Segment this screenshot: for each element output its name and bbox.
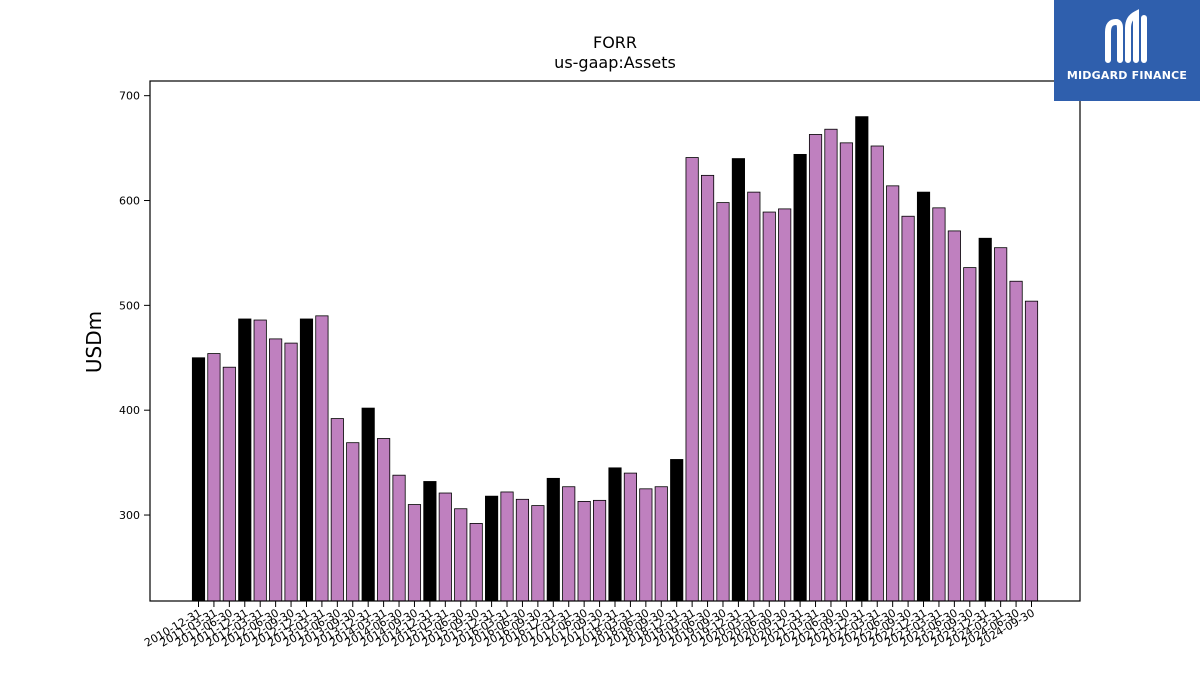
- bar-2011-12-31: [238, 318, 252, 602]
- bar-2015-09-30: [469, 523, 483, 602]
- bar-2023-03-31: [932, 207, 946, 602]
- bar-2021-03-31: [808, 134, 823, 602]
- bar-2023-06-30: [947, 230, 961, 602]
- bar-2014-09-30: [407, 504, 422, 602]
- chart-subtitle: us-gaap:Assets: [554, 53, 676, 72]
- bar-2016-06-30: [515, 498, 530, 602]
- bar-2019-06-30: [700, 174, 715, 602]
- chart-title: FORR: [593, 33, 637, 52]
- plot-frame: [149, 80, 1081, 602]
- bar-2011-03-31: [207, 353, 221, 602]
- bar-2020-06-30: [762, 211, 776, 602]
- bar-2014-03-31: [377, 438, 391, 602]
- bar-2018-12-31: [670, 459, 684, 602]
- bar-2023-09-30: [963, 267, 977, 602]
- bar-2011-06-30: [222, 366, 236, 602]
- bar-2021-12-31: [855, 116, 869, 602]
- bar-2019-09-30: [716, 202, 730, 602]
- bar-2014-06-30: [392, 474, 406, 602]
- bar-2013-09-30: [346, 442, 360, 602]
- bar-2012-06-30: [269, 338, 283, 602]
- bar-2024-09-30: [1024, 300, 1039, 602]
- bar-2020-09-30: [778, 208, 792, 602]
- bar-2012-12-31: [299, 318, 314, 602]
- bar-2013-12-31: [361, 407, 375, 602]
- bar-2020-03-31: [747, 191, 761, 602]
- logo-text: MIDGARD FINANCE: [1066, 69, 1188, 82]
- midgard-logo-icon: [1105, 9, 1147, 63]
- bar-2022-06-30: [886, 185, 900, 602]
- y-tick-label: 300: [119, 509, 140, 522]
- bar-2014-12-31: [423, 481, 437, 602]
- bar-2010-12-31: [191, 357, 206, 602]
- bar-2018-03-31: [623, 472, 638, 602]
- bar-2022-09-30: [901, 215, 915, 602]
- midgard-finance-logo: MIDGARD FINANCE: [1054, 0, 1200, 101]
- bar-2012-03-31: [253, 319, 267, 602]
- y-tick-label: 400: [119, 404, 140, 417]
- y-tick-label: 700: [119, 90, 140, 103]
- bar-2013-06-30: [330, 418, 344, 602]
- bar-2023-12-31: [978, 237, 992, 602]
- bar-2022-03-31: [870, 145, 884, 602]
- bar-2016-03-31: [500, 491, 514, 602]
- bar-2016-09-30: [531, 505, 545, 602]
- bar-2021-06-30: [824, 128, 838, 602]
- bar-2015-12-31: [485, 495, 499, 602]
- bar-2020-12-31: [793, 153, 807, 602]
- bar-2022-12-31: [916, 191, 931, 602]
- bar-2019-12-31: [731, 158, 745, 602]
- bar-2015-06-30: [454, 508, 468, 602]
- bar-2018-09-30: [654, 486, 668, 602]
- bar-2017-09-30: [593, 499, 607, 602]
- y-axis-ticks: 300 400 500 600 700: [119, 90, 150, 522]
- bar-2017-06-30: [577, 500, 591, 602]
- bar-2017-03-31: [562, 486, 576, 602]
- bar-2016-12-31: [546, 477, 560, 602]
- y-tick-label: 600: [119, 195, 140, 208]
- bar-2024-06-30: [1009, 280, 1023, 602]
- bars-group: [191, 116, 1039, 602]
- bar-2012-09-30: [284, 342, 298, 602]
- bar-2019-03-31: [685, 157, 699, 602]
- bar-2024-03-31: [994, 247, 1008, 602]
- bar-2017-12-31: [608, 467, 622, 602]
- x-axis-ticks: 2010-12-312011-03-312011-06-302011-12-31…: [142, 601, 1037, 650]
- y-tick-label: 500: [119, 299, 140, 312]
- bar-2021-09-30: [839, 142, 853, 602]
- bar-2013-03-31: [315, 315, 329, 602]
- bar-2015-03-31: [438, 492, 452, 602]
- bar-2018-06-30: [639, 488, 653, 602]
- y-axis-label: USDm: [82, 311, 106, 373]
